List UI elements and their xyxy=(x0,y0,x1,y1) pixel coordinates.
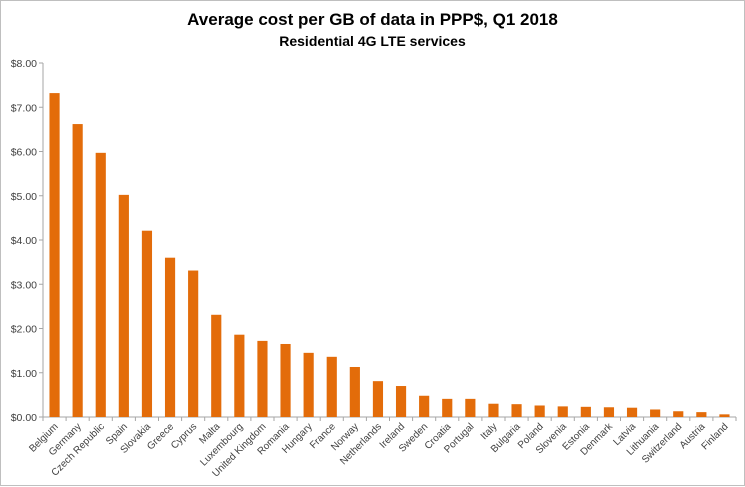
bar-poland xyxy=(534,405,545,417)
bar-latvia xyxy=(626,407,638,417)
bar-croatia xyxy=(442,398,453,417)
bar-united-kingdom xyxy=(257,340,268,417)
bar-luxembourg xyxy=(234,334,245,417)
bar-cyprus xyxy=(188,270,199,417)
bar-malta xyxy=(211,314,222,417)
y-tick-label: $2.00 xyxy=(11,324,37,336)
bar-slovakia xyxy=(141,230,153,417)
y-tick-label: $3.00 xyxy=(11,279,37,291)
bar-greece xyxy=(164,257,176,417)
y-tick-label: $5.00 xyxy=(11,191,37,203)
bar-portugal xyxy=(465,398,476,417)
y-tick-label: $0.00 xyxy=(11,412,37,424)
bar-norway xyxy=(349,366,360,417)
bar-italy xyxy=(488,403,499,417)
y-tick-label: $4.00 xyxy=(11,235,37,247)
y-tick-label: $8.00 xyxy=(11,58,37,70)
x-tick-label: Cyprus xyxy=(169,421,199,451)
bar-lithuania xyxy=(650,409,661,417)
bar-netherlands xyxy=(372,381,384,417)
chart-subtitle: Residential 4G LTE services xyxy=(279,33,466,49)
y-tick-label: $7.00 xyxy=(11,102,37,114)
bar-denmark xyxy=(603,407,615,417)
chart-title: Average cost per GB of data in PPP$, Q1 … xyxy=(187,10,558,29)
bar-ireland xyxy=(395,386,407,417)
bar-sweden xyxy=(419,395,430,417)
bar-slovenia xyxy=(557,406,568,417)
bar-finland xyxy=(719,414,730,417)
bar-bulgaria xyxy=(511,404,522,417)
bar-hungary xyxy=(303,352,314,417)
bar-france xyxy=(326,356,337,417)
bar-germany xyxy=(72,124,83,417)
bar-czech-republic xyxy=(95,152,106,417)
bar-belgium xyxy=(49,93,60,417)
y-axis: $0.00 $1.00 $2.00 $3.00 $4.00 $5.00 $6.00 $7.00… xyxy=(11,58,44,424)
bar-austria xyxy=(696,412,707,417)
y-tick-label: $1.00 xyxy=(11,368,37,380)
bar-estonia xyxy=(580,406,591,417)
bar-romania xyxy=(280,343,291,417)
y-tick-label: $6.00 xyxy=(11,147,37,159)
bar-spain xyxy=(118,194,129,417)
bar-switzerland xyxy=(673,411,684,417)
bars xyxy=(49,93,730,417)
